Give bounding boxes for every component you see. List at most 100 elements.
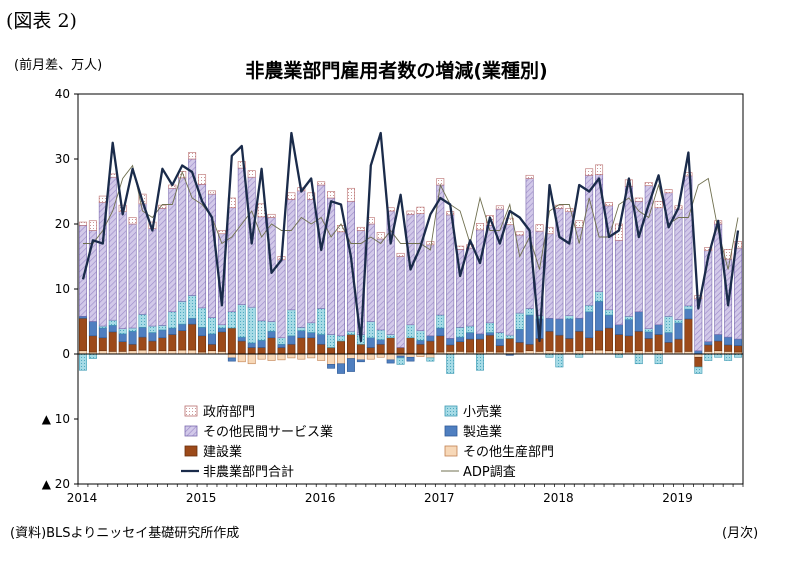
bar-manufacturing [327,364,336,369]
bar-government [198,174,207,185]
bar-retail [88,353,97,359]
bar-construction [664,341,673,353]
bar-construction [307,337,316,355]
bar-manufacturing [595,301,604,331]
bar-construction [138,336,147,351]
bar-construction [495,345,504,353]
bar-other_private_services [277,259,286,339]
bar-government [78,221,87,226]
bar-retail [694,366,703,374]
bar-retail [624,315,633,320]
legend-label-other_private_services: その他民間サービス業 [203,424,333,440]
bar-other_goods [327,353,336,365]
bar-manufacturing [495,338,504,346]
bar-manufacturing [545,317,554,332]
bar-other_private_services [476,229,484,335]
bar-manufacturing [476,333,484,340]
bar-retail [476,353,484,371]
bar-manufacturing [624,319,633,337]
bar-other_private_services [138,203,147,315]
bar-other_private_services [307,199,316,324]
bar-retail [485,322,494,333]
bar-manufacturing [644,331,653,339]
bar-construction [644,338,653,352]
bar-other_private_services [297,190,306,328]
bar-retail [436,314,445,329]
bar-government [515,231,524,236]
bar-other_private_services [515,234,524,314]
bar-construction [148,340,157,352]
bar-other_goods [247,353,256,365]
bar-construction [247,347,256,355]
bar-manufacturing [585,311,594,339]
bar-other_private_services [376,238,385,331]
bar-other_private_services [287,199,296,311]
bar-construction [356,343,365,355]
bar-manufacturing [118,333,127,342]
x-tick-label: 2018 [543,491,574,505]
bar-construction [684,318,693,352]
bar-manufacturing [337,363,345,374]
bar-manufacturing [346,358,355,372]
bar-other_private_services [396,256,405,348]
bar-other_private_services [257,216,266,322]
bar-retail [505,334,514,339]
bar-government [565,208,574,212]
bar-retail [634,353,643,365]
bar-other_private_services [128,223,137,329]
bar-retail [605,309,613,316]
figure-label: (図表 2) [6,10,77,32]
bar-construction [257,347,266,355]
bar-construction [734,345,743,353]
bar-other_private_services [118,211,127,329]
bar-construction [545,330,554,352]
legend-swatch-manufacturing [444,425,458,437]
bar-construction [386,337,395,355]
bar-retail [118,328,127,335]
bar-government [128,217,137,225]
bar-construction [188,323,197,351]
bar-other_private_services [178,177,187,302]
bar-other_goods [237,353,246,363]
bar-construction [595,330,604,351]
bar-other_private_services [575,226,584,319]
source-note: (資料)BLSよりニッセイ基礎研究所作成 [10,526,240,541]
legend-label-construction: 建設業 [203,444,242,460]
bar-retail [108,319,117,326]
bar-other_goods [366,353,375,360]
bar-other_goods [346,353,355,359]
bar-retail [644,328,653,333]
bar-construction [297,337,306,355]
bar-manufacturing [198,327,207,337]
bar-construction [426,340,435,355]
bar-construction [178,330,187,351]
y-tick-label: 40 [55,87,70,101]
bar-retail [227,311,236,329]
bar-government [644,182,653,186]
bar-construction [505,338,514,352]
bar-retail [456,327,465,338]
adp-line [83,164,739,270]
bar-other_private_services [466,247,475,327]
legend-swatch-other_private_services [184,425,198,437]
y-unit-label: (前月差、万人) [14,58,103,73]
bar-manufacturing [446,338,455,346]
bar-manufacturing [148,332,157,342]
bar-construction [406,337,415,355]
x-tick-label: 2017 [424,491,455,505]
bar-government [188,152,197,160]
bar-construction [605,327,613,352]
bar-retail [317,308,326,335]
bar-construction [346,334,355,355]
bar-manufacturing [267,330,276,339]
bar-construction [674,338,683,353]
bar-retail [158,325,167,331]
bar-other_private_services [674,208,683,320]
bar-other_goods [595,349,604,355]
bar-manufacturing [614,324,623,335]
bar-other_goods [178,349,187,355]
bar-retail [406,324,415,339]
bar-retail [654,353,663,365]
bar-government [327,191,336,199]
